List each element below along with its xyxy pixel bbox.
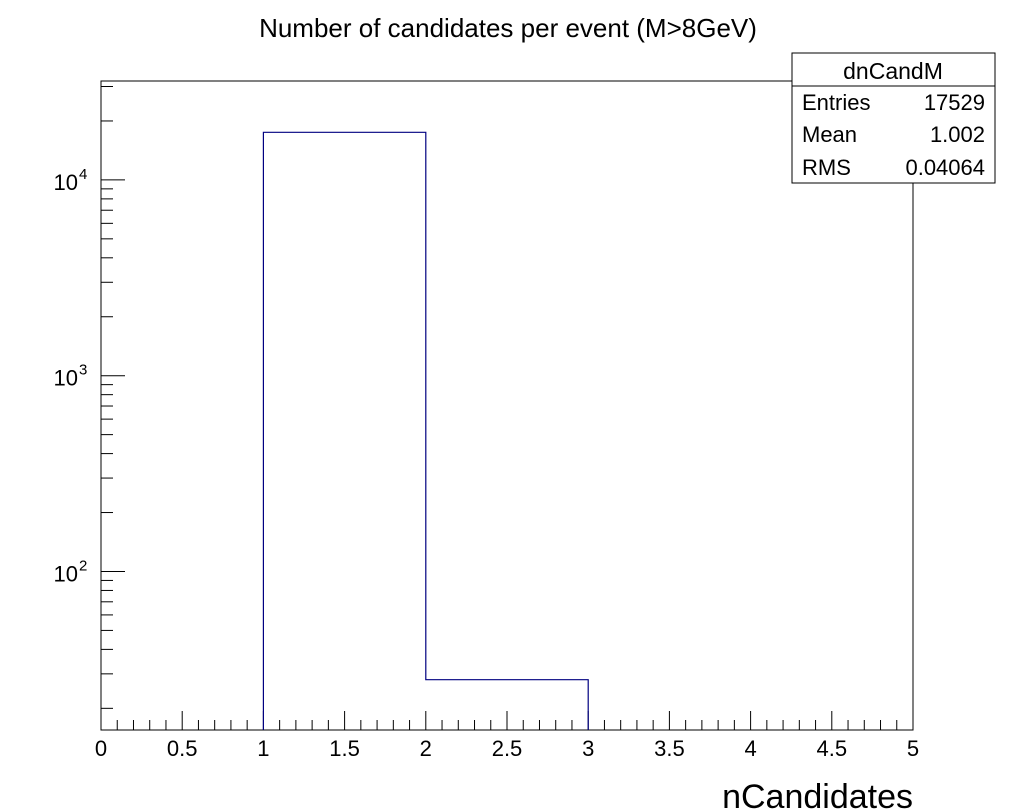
stats-mean-label: Mean: [802, 122, 857, 147]
y-tick-label-exponent: 3: [79, 362, 87, 379]
stats-entries-value: 17529: [924, 90, 985, 115]
y-tick-label-exponent: 4: [79, 166, 87, 183]
y-tick-label-base: 10: [54, 366, 78, 391]
y-tick-label-base: 10: [54, 170, 78, 195]
frame: [100, 80, 914, 731]
x-tick-labels: 0 0.5 1 1.5 2 2.5 3 3.5 4 4.5 5: [95, 736, 919, 761]
stats-rms-value: 0.04064: [905, 155, 985, 180]
y-tick-label-base: 10: [54, 561, 78, 586]
chart-title: Number of candidates per event (M>8GeV): [259, 13, 757, 43]
y-axis-ticks: [101, 85, 125, 709]
y-tick-label-exponent: 2: [79, 557, 87, 574]
x-tick-label: 0.5: [167, 736, 198, 761]
stats-box: dnCandM Entries 17529 Mean 1.002 RMS 0.0…: [791, 52, 996, 184]
x-tick-label: 3: [582, 736, 594, 761]
stats-entries-label: Entries: [802, 90, 870, 115]
x-tick-label: 2.5: [492, 736, 523, 761]
x-tick-label: 5: [907, 736, 919, 761]
stats-mean-value: 1.002: [930, 122, 985, 147]
y-tick-label: 10 2: [54, 557, 88, 586]
x-axis-label: nCandidates: [722, 778, 913, 812]
x-tick-label: 0: [95, 736, 107, 761]
x-tick-label: 1: [257, 736, 269, 761]
y-tick-label: 10 3: [54, 362, 88, 391]
stats-box-frame: [791, 52, 996, 184]
stats-rms-label: RMS: [802, 155, 851, 180]
x-tick-label: 2: [420, 736, 432, 761]
histogram-outline: [262, 131, 589, 730]
stats-box-title: dnCandM: [843, 58, 943, 84]
x-tick-label: 4.5: [817, 736, 848, 761]
x-tick-label: 3.5: [654, 736, 685, 761]
x-axis-ticks: [100, 711, 914, 730]
y-tick-label: 10 4: [54, 166, 88, 195]
x-tick-label: 4: [744, 736, 756, 761]
x-tick-label: 1.5: [329, 736, 360, 761]
